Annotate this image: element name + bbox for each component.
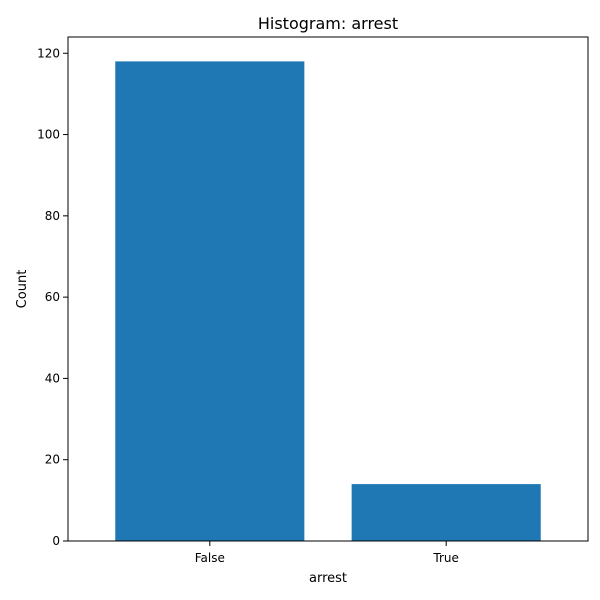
x-axis-ticks: False True [195,541,459,565]
y-tick-label: 120 [37,46,60,60]
x-tick-label: False [195,551,225,565]
y-axis-label: Count [15,270,30,309]
x-tick-label: True [432,551,459,565]
y-tick-label: 40 [45,371,60,385]
bars-group [115,61,541,541]
chart-title: Histogram: arrest [258,14,398,33]
x-axis-label: arrest [309,571,347,586]
bar-true [351,484,541,541]
y-tick-label: 60 [45,290,60,304]
y-tick-label: 80 [45,209,60,223]
y-tick-label: 100 [37,128,60,142]
plot-frame [67,36,589,542]
y-tick-label: 20 [45,453,60,467]
y-axis-ticks: 0 20 40 60 80 100 120 [37,46,68,548]
y-tick-label: 0 [52,534,60,548]
bar-false [115,61,305,541]
